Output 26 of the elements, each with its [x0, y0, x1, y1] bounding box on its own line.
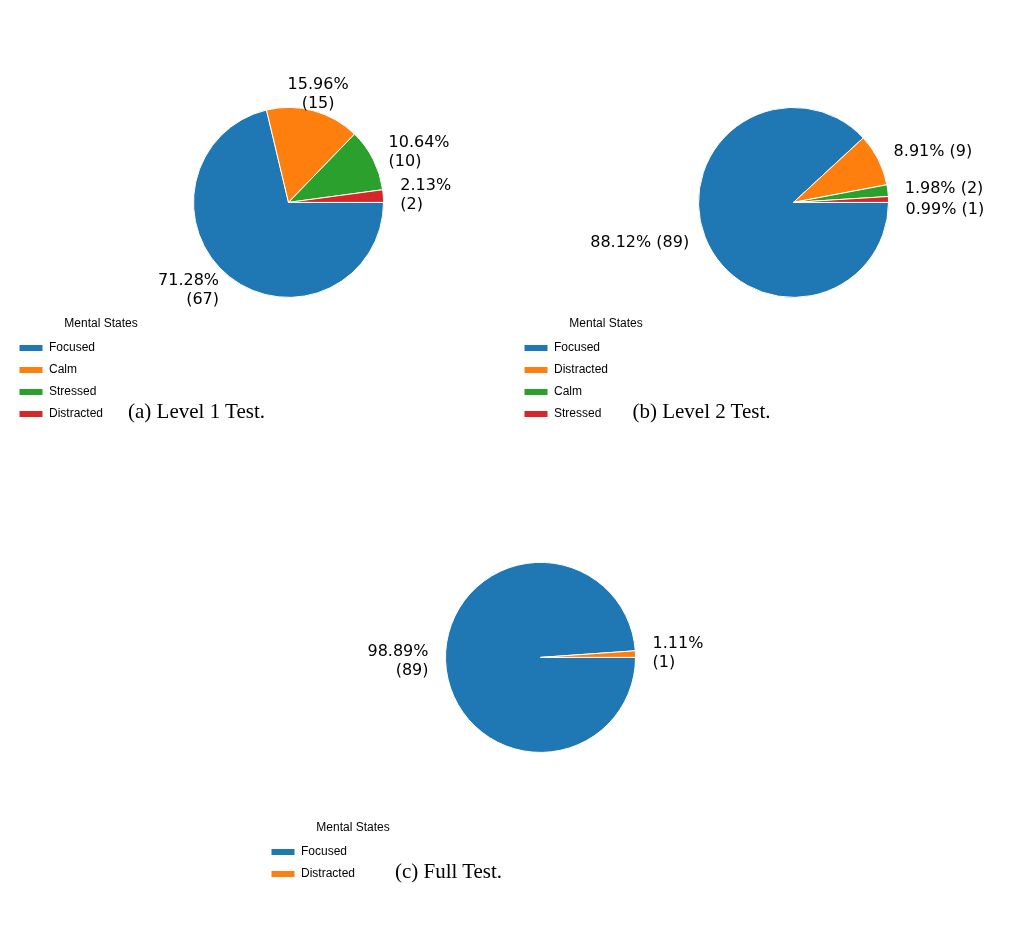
legend-label: Focused [48, 340, 95, 355]
data-label: 1.11% (1) [652, 633, 704, 672]
text: (b) Level 2 Test. [631, 398, 771, 423]
data-label: 8.91% (9) [893, 141, 972, 161]
data-label: 0.99% (1) [905, 198, 984, 218]
legend-label: Distracted [553, 362, 608, 377]
data-label: 88.12% (89) [589, 232, 689, 252]
legend-label: Calm [553, 384, 582, 399]
data-label: 98.89% (89) [367, 640, 429, 679]
data-label: 10.64% (10) [388, 131, 450, 170]
data-label: 15.96% (15) [287, 73, 349, 112]
legend-label: Distracted [48, 406, 103, 421]
legend-label: Calm [48, 362, 77, 377]
data-label: 1.98% (2) [904, 177, 983, 197]
data-label: 71.28% (67) [157, 270, 219, 309]
legend-label: Stressed [48, 384, 96, 399]
legend-title: Mental States [568, 315, 643, 330]
legend-label: Focused [553, 340, 600, 355]
legend-label: Stressed [553, 406, 601, 421]
data-label: 2.13% (2) [399, 174, 451, 213]
text: (a) Level 1 Test. [127, 398, 265, 423]
text: (c) Full Test. [394, 858, 503, 883]
legend-title: Mental States [63, 315, 138, 330]
legend-label: Focused [301, 844, 348, 859]
legend-label: Distracted [301, 866, 356, 881]
legend-title: Mental States [316, 819, 390, 834]
